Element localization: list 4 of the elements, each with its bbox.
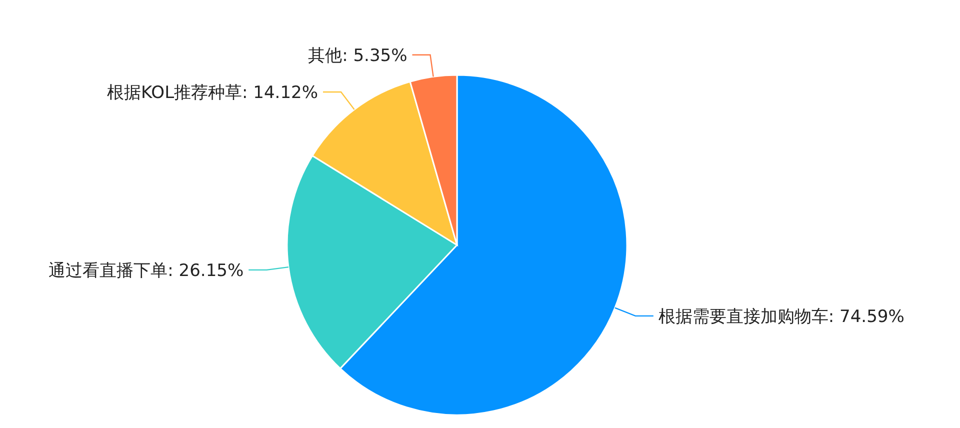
slice-label: 通过看直播下单: 26.15% — [48, 260, 244, 281]
slice-label: 根据KOL推荐种草: 14.12% — [106, 82, 318, 103]
slice-label: 其他: 5.35% — [308, 46, 408, 66]
slice-label: 根据需要直接加购物车: 74.59% — [658, 306, 904, 327]
